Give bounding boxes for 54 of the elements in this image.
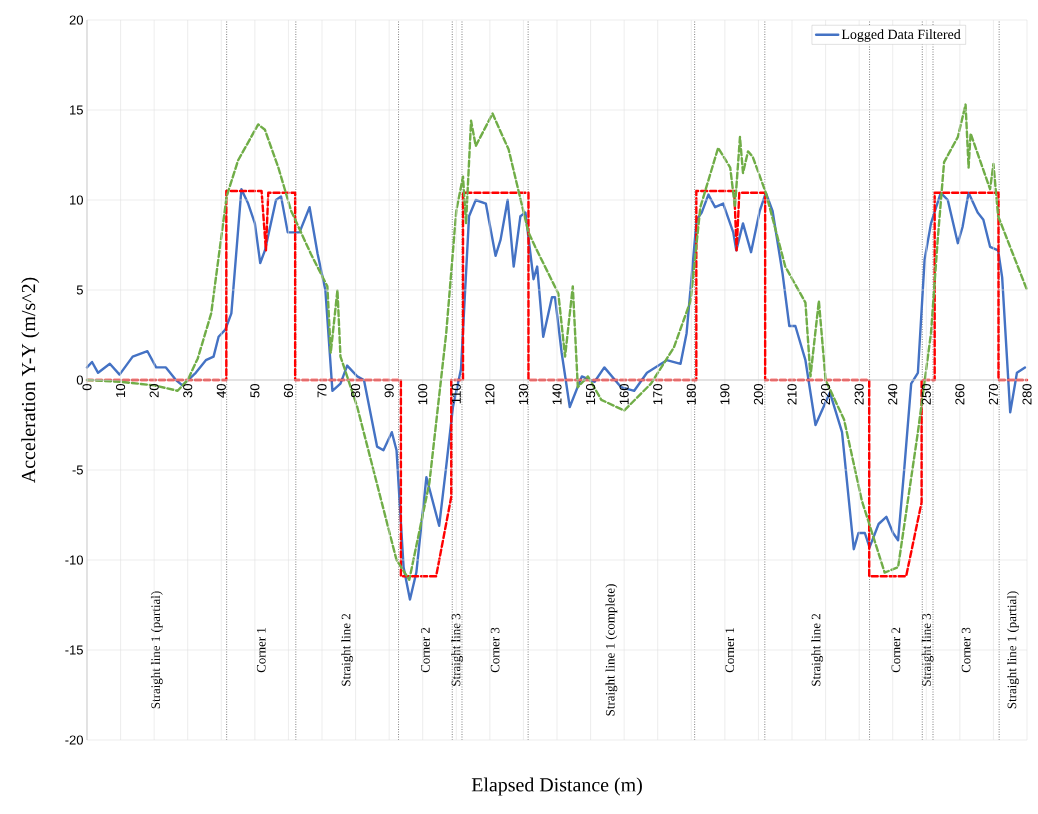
y-tick-label: -20 [65,735,83,745]
x-tick-label: 150 [585,384,596,405]
annotation: Corner 1 [256,627,266,673]
x-tick-label: 80 [350,384,361,398]
annotation: Straight line 1 (partial) [150,591,163,709]
annotation: Corner 3 [961,627,971,673]
x-tick-label: 200 [753,384,764,405]
x-tick-label: 90 [384,384,394,398]
x-tick-label: 100 [418,384,428,405]
y-tick-label: 0 [76,375,83,385]
x-tick-label: 140 [552,384,562,405]
annotation: Straight line 1 (partial) [1007,591,1019,709]
annotation: Straight line 2 [341,614,354,686]
y-tick-label: 5 [76,285,83,295]
x-axis-title: Elapsed Distance (m) [471,777,642,796]
y-tick-label: 20 [69,15,83,25]
annotation: Straight line 3 [451,613,464,686]
x-tick-label: 240 [888,384,898,405]
y-tick-label: -5 [72,465,83,475]
legend-label: Logged Data Filtered [841,29,961,42]
x-tick-label: 0 [82,384,92,391]
x-tick-label: 50 [250,384,260,398]
annotation: Corner 1 [725,627,735,673]
x-tick-label: 160 [619,384,629,405]
x-tick-label: 130 [518,384,529,405]
y-tick-label: 10 [70,195,83,205]
x-tick-label: 40 [216,384,226,398]
annotation: Corner 2 [421,627,430,673]
x-tick-label: 60 [283,384,294,398]
x-tick-label: 170 [653,384,663,405]
x-tick-label: 250 [921,384,931,405]
x-tick-label: 30 [183,384,193,398]
x-tick-label: 260 [955,384,965,405]
x-tick-label: 230 [854,384,864,405]
y-tick-label: -10 [65,555,83,565]
x-tick-label: 220 [820,384,831,405]
y-tick-label: -15 [65,645,83,655]
x-tick-label: 110 [451,384,461,404]
x-tick-label: 210 [787,384,797,405]
x-tick-label: 20 [149,384,159,398]
annotation: Corner 2 [891,627,901,673]
x-tick-label: 190 [720,384,730,405]
y-axis-title: Acceleration Y-Y (m/s^2) [21,277,40,483]
x-tick-label: 70 [317,384,327,398]
x-tick-label: 270 [988,384,999,405]
annotation: Straight line 2 [811,614,824,686]
y-tick-label: 15 [70,105,83,115]
x-tick-label: 180 [686,384,696,405]
x-tick-label: 280 [1022,384,1032,405]
annotation: Corner 3 [490,627,500,673]
annotation: Straight line 3 [921,613,934,686]
x-tick-label: 10 [115,384,126,397]
annotation: Straight line 1 (complete) [605,584,618,716]
x-tick-label: 120 [485,384,495,405]
